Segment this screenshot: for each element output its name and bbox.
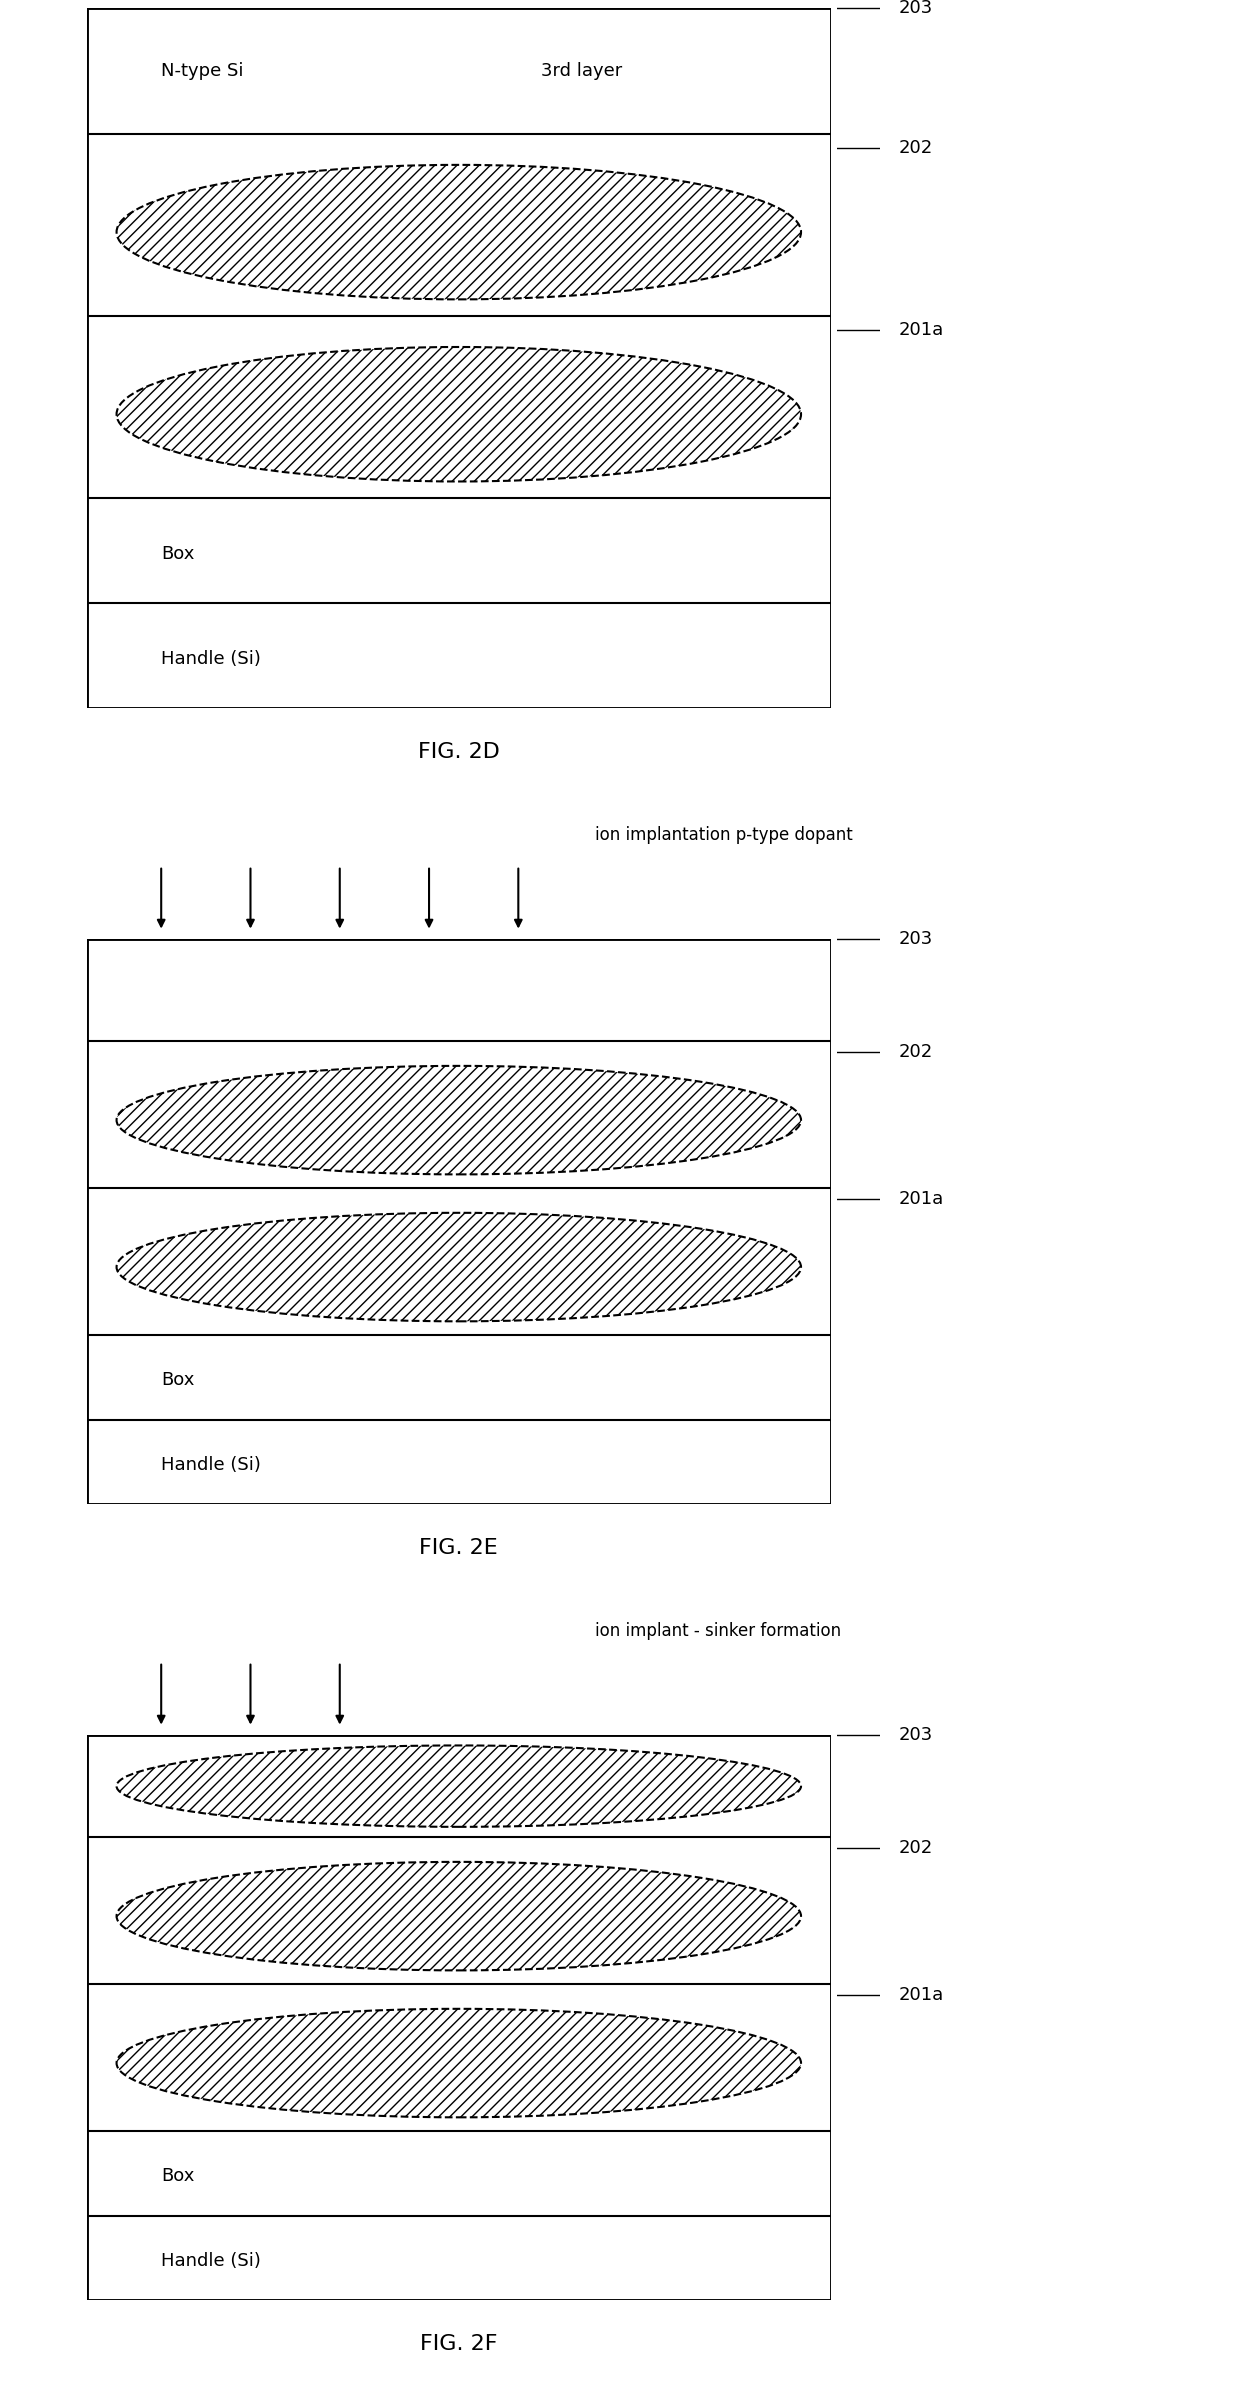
Text: FIG. 2F: FIG. 2F [420, 2333, 497, 2355]
Text: 202: 202 [899, 1044, 934, 1060]
Text: FIG. 2E: FIG. 2E [419, 1538, 498, 1559]
Text: 201a: 201a [899, 1987, 944, 2004]
Text: 202: 202 [899, 1839, 934, 1858]
Text: 3rd layer: 3rd layer [541, 62, 622, 81]
Ellipse shape [117, 1213, 801, 1321]
Ellipse shape [117, 346, 801, 482]
Text: 201a: 201a [899, 320, 944, 339]
Text: Handle (Si): Handle (Si) [161, 2252, 262, 2271]
Text: ion implantation p-type dopant: ion implantation p-type dopant [595, 826, 852, 843]
Text: Handle (Si): Handle (Si) [161, 650, 262, 669]
Text: Handle (Si): Handle (Si) [161, 1457, 262, 1473]
Text: 203: 203 [899, 1727, 934, 1743]
Ellipse shape [117, 165, 801, 298]
Ellipse shape [117, 1863, 801, 1970]
Text: Box: Box [161, 2166, 195, 2185]
Text: 203: 203 [899, 931, 934, 948]
Text: Box: Box [161, 544, 195, 564]
Ellipse shape [117, 2008, 801, 2118]
Text: N-type Si: N-type Si [161, 62, 244, 81]
Text: FIG. 2D: FIG. 2D [418, 743, 500, 762]
Ellipse shape [117, 1746, 801, 1827]
Text: 203: 203 [899, 0, 934, 17]
Text: 202: 202 [899, 139, 934, 158]
Text: ion implant - sinker formation: ion implant - sinker formation [595, 1621, 841, 1641]
Text: Box: Box [161, 1371, 195, 1390]
Text: 201a: 201a [899, 1189, 944, 1208]
Ellipse shape [117, 1065, 801, 1175]
